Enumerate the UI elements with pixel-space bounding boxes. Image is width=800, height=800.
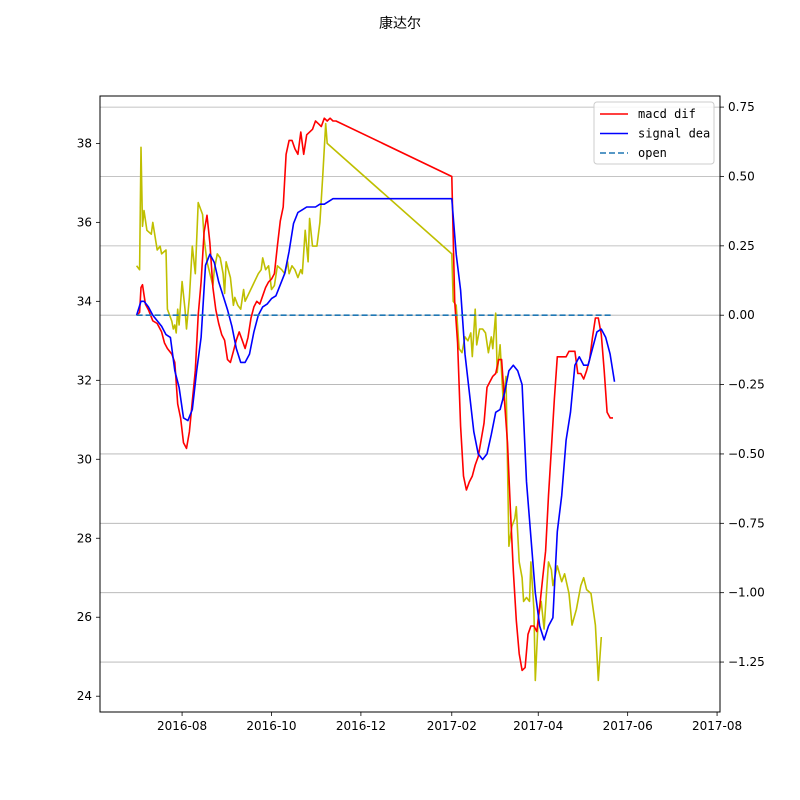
- legend-label: macd dif: [638, 107, 696, 121]
- legend-box: [593, 101, 715, 165]
- right-tick-label: −0.25: [728, 378, 765, 392]
- left-tick-label: 32: [77, 373, 92, 387]
- chart-title: 康达尔: [379, 15, 421, 32]
- legend: macd dif signal dea open: [593, 101, 715, 165]
- left-tick-label: 34: [77, 294, 92, 308]
- legend-label: signal dea: [638, 127, 710, 141]
- x-tick-label: 2017-04: [513, 719, 563, 733]
- x-tick-label: 2016-10: [246, 719, 296, 733]
- right-tick-label: 0.75: [728, 100, 755, 114]
- right-tick-label: −1.00: [728, 586, 765, 600]
- left-tick-label: 28: [77, 531, 92, 545]
- right-tick-label: 0.50: [728, 169, 755, 183]
- series-line-signal-dea: [135, 197, 616, 641]
- left-tick-label: 38: [77, 136, 92, 150]
- plot-frame: [99, 95, 721, 713]
- right-tick-label: −1.25: [728, 655, 765, 669]
- x-tick-label: 2017-02: [427, 719, 477, 733]
- series-layer: [135, 117, 616, 682]
- x-tick-label: 2016-08: [157, 719, 207, 733]
- x-tick-label: 2017-06: [603, 719, 653, 733]
- legend-label: open: [638, 146, 667, 160]
- left-tick-label: 24: [77, 689, 92, 703]
- right-tick-label: 0.25: [728, 239, 755, 253]
- series-line-macd-dif: [136, 117, 613, 672]
- right-tick-label: −0.50: [728, 447, 765, 461]
- right-tick-label: −0.75: [728, 516, 765, 530]
- axes: 2016-08 2016-10 2016-12 2017-02 2017-04 2017-…: [77, 100, 765, 733]
- left-tick-label: 30: [77, 452, 92, 466]
- x-tick-label: 2017-08: [692, 719, 742, 733]
- left-tick-label: 36: [77, 215, 92, 229]
- x-tick-label: 2016-12: [336, 719, 386, 733]
- left-tick-label: 26: [77, 610, 92, 624]
- right-tick-label: 0.00: [728, 308, 755, 322]
